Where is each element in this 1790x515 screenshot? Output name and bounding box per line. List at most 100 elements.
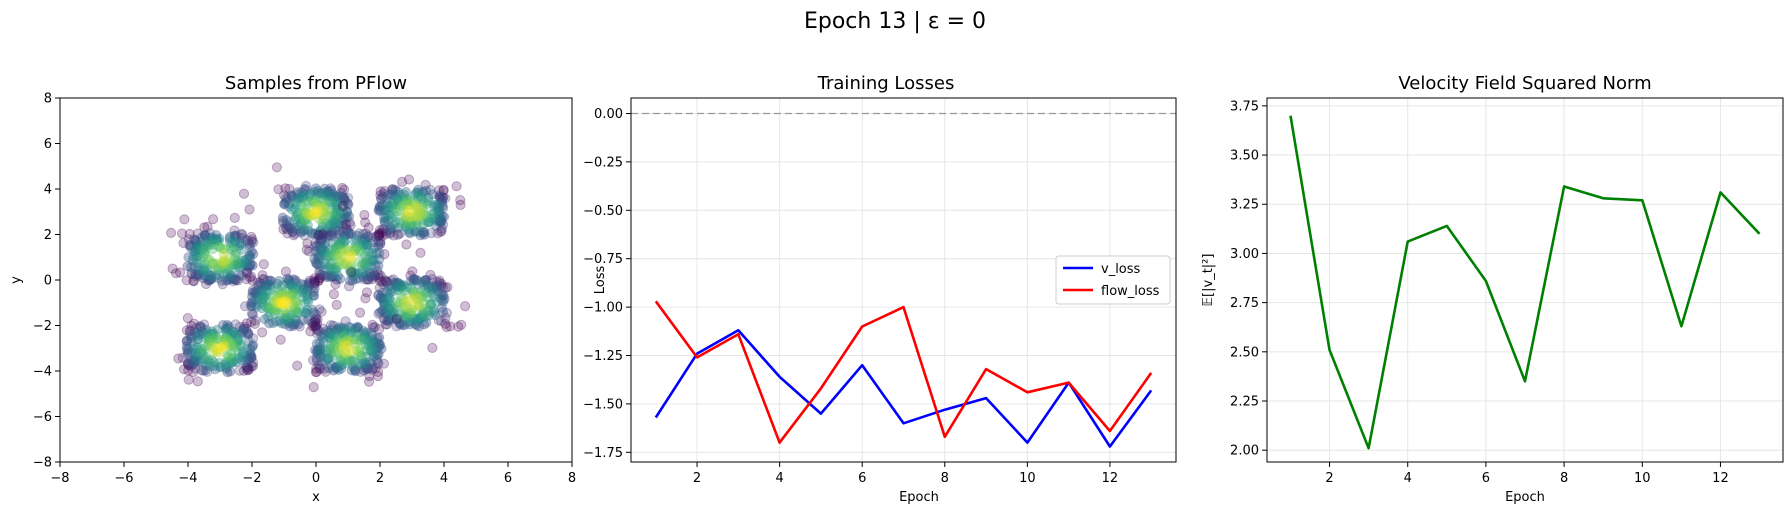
scatter-point (407, 217, 418, 228)
scatter-point (203, 275, 214, 286)
scatter-point (360, 217, 371, 228)
scatter-point (324, 250, 335, 261)
scatter-point (301, 288, 312, 299)
scatter-point (401, 300, 412, 311)
scatter-point (292, 210, 303, 221)
scatter-point (387, 184, 398, 195)
scatter-point (304, 191, 315, 202)
scatter-point (392, 277, 403, 288)
scatter-point (246, 246, 257, 257)
scatter-point (235, 339, 246, 350)
scatter-point (231, 230, 242, 241)
scatter-point (419, 319, 430, 330)
scatter-point (265, 280, 276, 291)
scatter-point (202, 240, 213, 251)
scatter-point (393, 196, 404, 207)
losses-legend: v_loss flow_loss (1055, 255, 1171, 305)
scatter-point (381, 205, 392, 216)
scatter-point (185, 261, 197, 273)
scatter-point (228, 276, 239, 287)
scatter-point (418, 218, 429, 229)
scatter-point (219, 341, 230, 352)
scatter-point (402, 311, 413, 322)
scatter-point (319, 213, 330, 225)
scatter-point (364, 376, 375, 387)
scatter-point (310, 366, 321, 378)
scatter-point (404, 228, 415, 239)
scatter-point (439, 293, 450, 304)
scatter-point (343, 228, 355, 239)
scatter-point (218, 319, 229, 331)
scatter-point (409, 287, 420, 298)
scatter-point (233, 334, 244, 345)
scatter-point (332, 270, 343, 281)
scatter-point (425, 299, 436, 310)
scatter-point (310, 209, 321, 220)
x-tick-label: 0 (312, 471, 320, 486)
scatter-point (199, 270, 211, 281)
scatter-point (235, 257, 246, 268)
scatter-point (390, 203, 401, 214)
scatter-point (298, 287, 309, 298)
scatter-point (206, 237, 217, 248)
scatter-point (210, 258, 221, 269)
scatter-point (312, 206, 323, 217)
scatter-point (442, 282, 453, 293)
scatter-point (344, 211, 355, 222)
scatter-point (350, 241, 361, 252)
scatter-point (243, 328, 254, 339)
scatter-point (290, 314, 301, 325)
scatter-point (199, 229, 210, 240)
scatter-point (215, 242, 226, 253)
scatter-point (342, 244, 353, 255)
scatter-point (425, 299, 436, 310)
scatter-point (203, 355, 214, 366)
scatter-point (403, 309, 414, 320)
scatter-point (375, 238, 386, 249)
scatter-point (392, 186, 403, 197)
scatter-point (311, 363, 322, 374)
scatter-point (382, 293, 393, 304)
scatter-point (383, 209, 394, 220)
x-tick-label: 6 (504, 471, 512, 486)
scatter-point (303, 210, 314, 221)
scatter-point (188, 234, 200, 245)
scatter-point (426, 288, 438, 299)
scatter-point (318, 245, 329, 256)
scatter-point (374, 228, 385, 239)
scatter-point (283, 274, 295, 286)
scatter-point (271, 162, 282, 173)
scatter-point (331, 274, 342, 285)
scatter-point (347, 271, 358, 282)
scatter-point (287, 191, 298, 202)
scatter-point (310, 200, 321, 211)
scatter-point (267, 299, 278, 310)
scatter-point (391, 313, 402, 324)
scatter-point (317, 247, 329, 258)
scatter-point (429, 199, 440, 210)
scatter-point (283, 309, 294, 320)
scatter-point (414, 226, 425, 237)
scatter-point (409, 300, 420, 311)
scatter-point (431, 282, 442, 293)
scatter-point (244, 241, 255, 252)
scatter-point (268, 317, 279, 329)
scatter-point (370, 260, 381, 271)
x-tick-label: 4 (1404, 471, 1412, 486)
scatter-point (340, 258, 351, 269)
scatter-point (200, 262, 212, 273)
scatter-point (186, 320, 197, 331)
scatter-point (383, 202, 395, 214)
scatter-point (421, 317, 432, 328)
scatter-point (408, 273, 419, 285)
scatter-point (308, 307, 319, 318)
scatter-point (183, 374, 194, 385)
scatter-point (386, 301, 397, 312)
scatter-point (414, 321, 425, 332)
scatter-point (227, 356, 238, 367)
scatter-point (309, 275, 320, 286)
y-tick-label: 2.25 (1230, 395, 1259, 410)
scatter-point (268, 295, 279, 306)
scatter-point (337, 191, 348, 202)
scatter-point (280, 288, 291, 299)
